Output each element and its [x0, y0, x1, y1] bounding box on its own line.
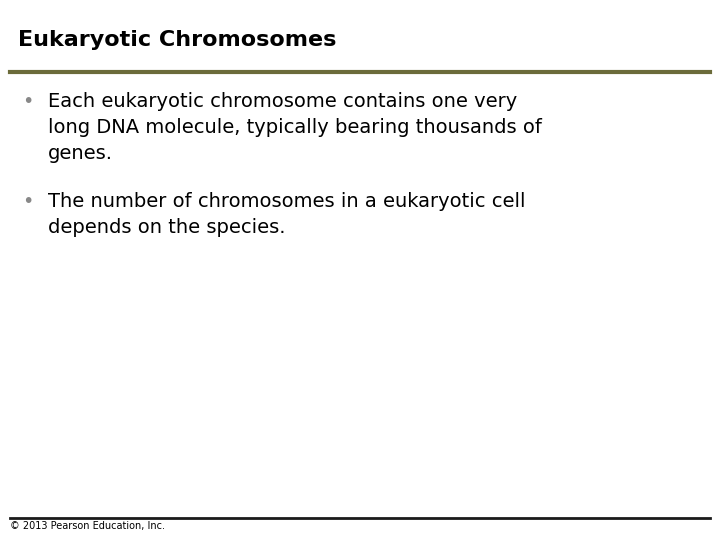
Text: •: •	[22, 92, 33, 111]
Text: Each eukaryotic chromosome contains one very: Each eukaryotic chromosome contains one …	[48, 92, 517, 111]
Text: © 2013 Pearson Education, Inc.: © 2013 Pearson Education, Inc.	[10, 521, 165, 531]
Text: depends on the species.: depends on the species.	[48, 218, 286, 237]
Text: long DNA molecule, typically bearing thousands of: long DNA molecule, typically bearing tho…	[48, 118, 542, 137]
Text: •: •	[22, 192, 33, 211]
Text: Eukaryotic Chromosomes: Eukaryotic Chromosomes	[18, 30, 336, 50]
Text: genes.: genes.	[48, 144, 113, 163]
Text: The number of chromosomes in a eukaryotic cell: The number of chromosomes in a eukaryoti…	[48, 192, 526, 211]
